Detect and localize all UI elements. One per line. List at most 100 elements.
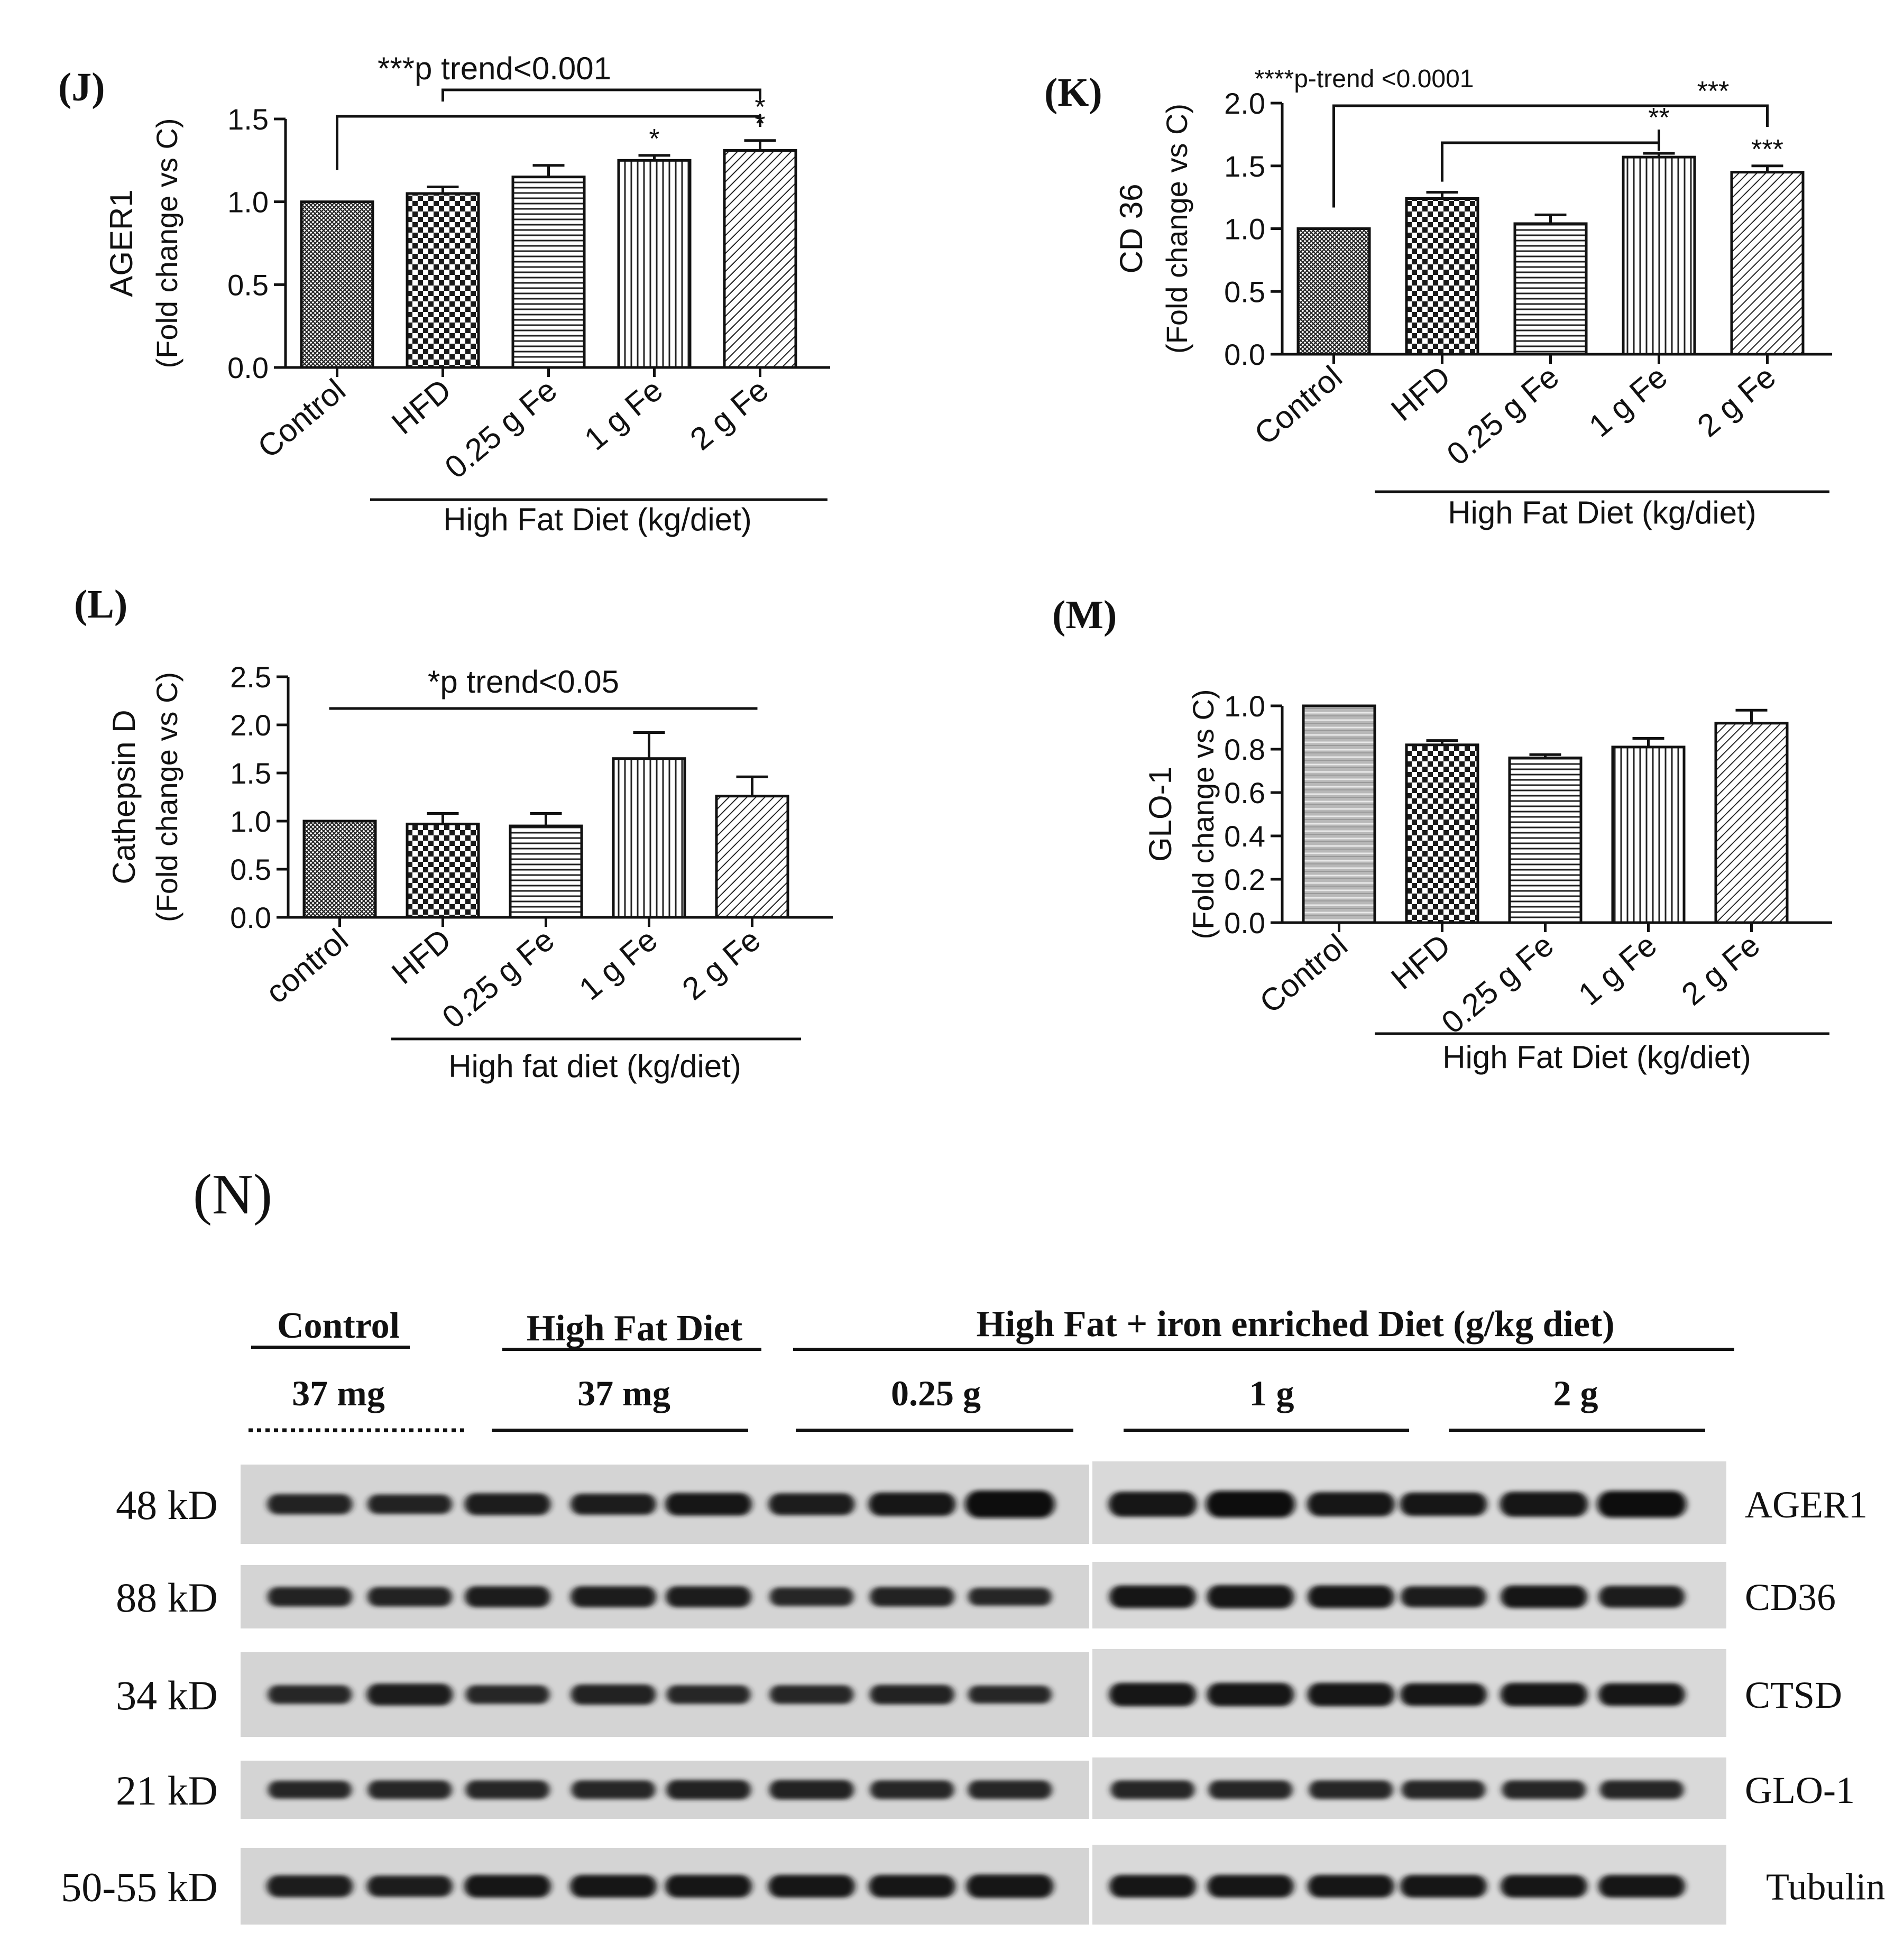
x-tick-label-l: 2 g Fe [675,922,767,1007]
chart-panel-j: 0.0 0.5 1.0 1.5 AGER1 (Fold change vs C) Contr… [104,51,830,537]
blot-protein-label: Tubulin [1766,1866,1885,1908]
blot-band [1500,1682,1588,1707]
blot-band [1308,1875,1394,1898]
x-tick-label-m: 1 g Fe [1571,927,1663,1013]
blot-band [464,1493,551,1515]
blot-band [768,1493,855,1515]
blot-band [666,1685,751,1704]
blot-band [268,1587,352,1607]
blot-band [1308,1585,1394,1608]
blot-band [1502,1780,1586,1799]
y-tick-label-k: 1.0 [1224,213,1265,246]
blot-band [1501,1875,1587,1898]
y-tick-label-j: 1.5 [227,103,269,136]
blot-band [666,1780,751,1800]
x-tick-label-l: HFD [385,922,458,991]
blot-mw-label: 50-55 kD [61,1864,218,1910]
blot-band [1207,1585,1294,1609]
bracket-label-k: ** [1648,103,1669,133]
y-tick-label-l: 0.5 [230,853,271,886]
bar-k [1730,171,1805,356]
blot-band [465,1586,550,1607]
blot-band [870,1780,954,1799]
blot-band [268,1685,352,1704]
x-tick-label-j: 0.25 g Fe [438,372,564,485]
bar-k [1296,227,1371,356]
bar-m [1302,704,1376,924]
blot-band [1598,1586,1685,1608]
y-tick-label-k: 2.0 [1224,87,1265,120]
blot-dose-label: 0.25 g [891,1373,981,1413]
blot-header-hfd: High Fat Diet [527,1308,742,1349]
blot-dose-label: 2 g [1553,1373,1598,1413]
y-axis-label-l: Cathepsin D [106,710,142,884]
bar-j [723,149,797,369]
chart-panel-k: 0.0 0.5 1.0 1.5 2.0 CD 36 (Fold change vs C) Co… [1114,65,1832,530]
significance-mark-j: * [649,124,659,154]
blot-dose-label: 37 mg [577,1373,670,1413]
blot-band [966,1874,1054,1898]
blot-band [1109,1585,1196,1608]
blot-band [968,1588,1052,1606]
panel-label-k: (K) [1044,70,1102,115]
y-axis-sublabel-m: (Fold change vs C) [1186,689,1220,939]
y-axis-sublabel-j: (Fold change vs C) [150,118,183,368]
blot-band [367,1780,452,1799]
blot-mw-label: 34 kD [116,1672,218,1718]
blot-band [1400,1492,1487,1516]
blot-band [769,1780,854,1800]
blot-mw-label: 48 kD [116,1482,218,1528]
blot-band [870,1685,954,1705]
bar-m [1611,745,1686,924]
blot-protein-label: CD36 [1745,1576,1836,1618]
y-axis-sublabel-k: (Fold change vs C) [1160,104,1193,354]
blot-protein-label: GLO-1 [1745,1769,1855,1811]
trend-label-k: ****p-trend <0.0001 [1255,65,1474,93]
blot-band [465,1780,550,1799]
x-tick-label-l: 1 g Fe [572,922,664,1007]
y-tick-label-l: 2.0 [230,708,271,742]
blot-band [1598,1683,1685,1706]
y-tick-label-m: 0.8 [1224,733,1265,766]
blot-band [268,1781,352,1799]
bar-l [509,824,583,919]
x-tick-label-j: HFD [385,372,458,441]
blot-band [1109,1875,1196,1898]
x-tick-label-m: HFD [1384,927,1457,997]
blot-dose-label: 1 g [1249,1373,1294,1413]
blot-band [571,1494,656,1515]
y-tick-label-k: 1.5 [1224,150,1265,183]
x-tick-label-m: Control [1253,927,1354,1020]
blot-band [665,1875,752,1898]
panel-label-j: (J) [58,65,105,109]
bar-j [617,159,692,369]
bar-j [300,200,374,369]
blot-band [1597,1490,1687,1518]
bar-l [715,795,789,919]
blot-band [968,1780,1052,1799]
blot-dose-row: 37 mg 37 mg 0.25 g 1 g 2 g [249,1373,1705,1432]
x-tick-label-k: Control [1248,359,1349,452]
y-tick-label-j: 0.0 [227,351,269,384]
blot-band [571,1586,656,1607]
western-blot: Control High Fat Diet High Fat + iron en… [61,1304,1885,1925]
blot-protein-label: CTSD [1745,1674,1842,1716]
blot-band [465,1685,550,1704]
trend-label-j: ***p trend<0.001 [378,51,611,86]
group-label-j: High Fat Diet (kg/diet) [443,502,752,537]
blot-band [769,1685,854,1704]
panel-label-l: (L) [74,582,127,627]
y-tick-label-l: 0.0 [230,901,271,934]
blot-band [1307,1492,1395,1516]
blot-band [968,1686,1052,1704]
y-tick-label-m: 0.6 [1224,776,1265,809]
bar-j [406,192,480,369]
y-tick-label-l: 1.5 [230,757,271,790]
y-tick-label-l: 2.5 [230,660,271,694]
blot-band [1598,1875,1685,1898]
bar-m [1405,743,1479,924]
blot-band [571,1780,656,1799]
bracket-hfd-k [1441,141,1659,182]
blot-band [1400,1875,1487,1898]
x-tick-label-j: 1 g Fe [577,372,669,457]
